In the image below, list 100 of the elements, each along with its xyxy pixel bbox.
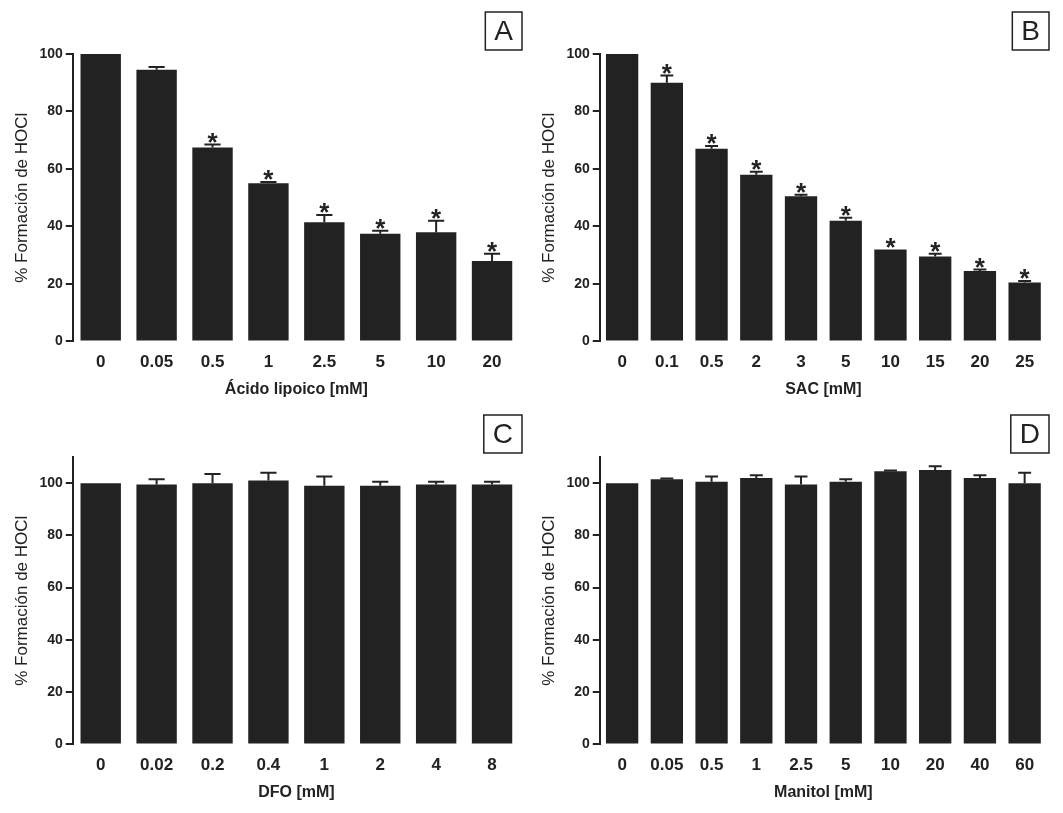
annotation: * — [1019, 263, 1031, 294]
y-tick-label: 60 — [574, 578, 590, 595]
annotation: * — [974, 251, 986, 282]
x-tick-label: 2.5 — [789, 755, 813, 775]
annotation: * — [930, 235, 942, 266]
x-tick-label: 20 — [482, 352, 502, 372]
annotation: * — [706, 128, 718, 159]
y-tick-label: 80 — [574, 526, 590, 543]
bar — [605, 54, 639, 341]
x-tick-label: 0 — [95, 755, 106, 775]
x-tick-label: 5 — [841, 352, 851, 372]
x-tick-label: 0 — [617, 755, 627, 775]
bar — [650, 479, 683, 744]
x-tick-label: 0.1 — [655, 352, 679, 372]
x-tick-label: 10 — [881, 352, 900, 372]
x-axis-title: Manitol [mM] — [774, 782, 873, 800]
x-tick-label: 0.5 — [699, 352, 724, 372]
y-tick-label: 100 — [39, 473, 63, 490]
y-tick-label: 20 — [574, 683, 590, 699]
bar — [136, 69, 177, 341]
x-tick-label: 2 — [375, 755, 385, 775]
bar — [963, 477, 997, 744]
y-tick-label: 80 — [47, 526, 63, 543]
y-tick-label: 40 — [47, 630, 63, 647]
text: D — [1019, 417, 1041, 449]
x-tick-label: 2.5 — [312, 352, 337, 372]
bar — [80, 54, 121, 341]
x-tick-label: 40 — [970, 755, 990, 775]
x-tick-label: 10 — [426, 352, 446, 372]
annotation: * — [795, 177, 807, 207]
x-tick-label: 8 — [487, 755, 497, 775]
x-tick-label: 60 — [1015, 755, 1035, 775]
x-axis-title: DFO [mM] — [258, 782, 335, 800]
annotation: * — [486, 235, 498, 266]
y-tick-label: 100 — [39, 44, 63, 61]
text: C — [492, 417, 514, 449]
x-tick-label: 20 — [925, 755, 945, 775]
y-tick-label: 0 — [581, 735, 590, 752]
x-tick-label: 0.05 — [140, 352, 174, 372]
x-tick-label: 2 — [751, 352, 762, 372]
bar — [874, 249, 907, 341]
y-tick-label: 80 — [574, 102, 590, 119]
bar — [963, 270, 997, 341]
y-tick-label: 100 — [566, 44, 590, 61]
x-tick-label: 0.2 — [200, 755, 225, 775]
bar — [1008, 282, 1041, 341]
bar — [829, 220, 862, 341]
x-tick-label: 0.5 — [200, 352, 225, 372]
bar — [192, 147, 233, 341]
annotation: * — [751, 154, 763, 185]
annotation: * — [375, 212, 387, 243]
x-axis-title: SAC [mM] — [785, 379, 862, 397]
x-tick-label: 25 — [1015, 352, 1035, 372]
annotation: * — [319, 197, 331, 228]
text: A — [494, 14, 514, 46]
x-tick-label: 0 — [95, 352, 106, 372]
y-tick-label: 0 — [581, 332, 590, 349]
y-tick-label: 60 — [47, 159, 63, 176]
bar — [919, 256, 952, 341]
text: B — [1021, 14, 1041, 46]
x-tick-label: 3 — [796, 352, 806, 372]
x-tick-label: 5 — [375, 352, 385, 372]
y-tick-label: 40 — [47, 217, 63, 234]
y-axis-title: % Formación de HOCl — [538, 515, 558, 686]
x-tick-label: 0 — [617, 352, 627, 372]
bar — [784, 196, 818, 341]
x-tick-label: 1 — [751, 755, 762, 775]
x-tick-label: 1 — [319, 755, 330, 775]
y-axis-title: % Formación de HOCl — [11, 515, 31, 686]
annotation: * — [885, 231, 897, 262]
annotation: * — [207, 126, 219, 157]
y-tick-label: 100 — [566, 473, 590, 490]
y-tick-label: 0 — [54, 735, 63, 752]
x-tick-label: 15 — [925, 352, 945, 372]
x-axis-title: Ácido lipoico [mM] — [224, 378, 368, 397]
x-tick-label: 4 — [431, 755, 442, 775]
bar — [829, 481, 862, 744]
bar — [740, 477, 773, 744]
x-tick-label: 0.05 — [650, 755, 684, 775]
bar — [740, 174, 773, 341]
x-tick-label: 0.5 — [699, 755, 724, 775]
x-tick-label: 5 — [841, 755, 851, 775]
x-tick-label: 1 — [263, 352, 274, 372]
annotation: * — [431, 202, 443, 233]
y-tick-label: 20 — [47, 683, 63, 699]
bar — [605, 483, 639, 744]
annotation: * — [840, 199, 852, 230]
bar — [695, 148, 728, 341]
y-axis-title: % Formación de HOCl — [11, 112, 31, 283]
y-tick-label: 60 — [574, 159, 590, 176]
annotation: * — [661, 57, 673, 88]
y-tick-label: 20 — [47, 274, 63, 291]
x-tick-label: 10 — [881, 755, 900, 775]
y-tick-label: 40 — [574, 630, 590, 647]
x-tick-label: 0.02 — [140, 755, 174, 775]
x-tick-label: 20 — [970, 352, 990, 372]
y-axis-title: % Formación de HOCl — [538, 112, 558, 283]
y-tick-label: 40 — [574, 217, 590, 234]
annotation: * — [263, 164, 275, 195]
bar — [360, 233, 401, 341]
